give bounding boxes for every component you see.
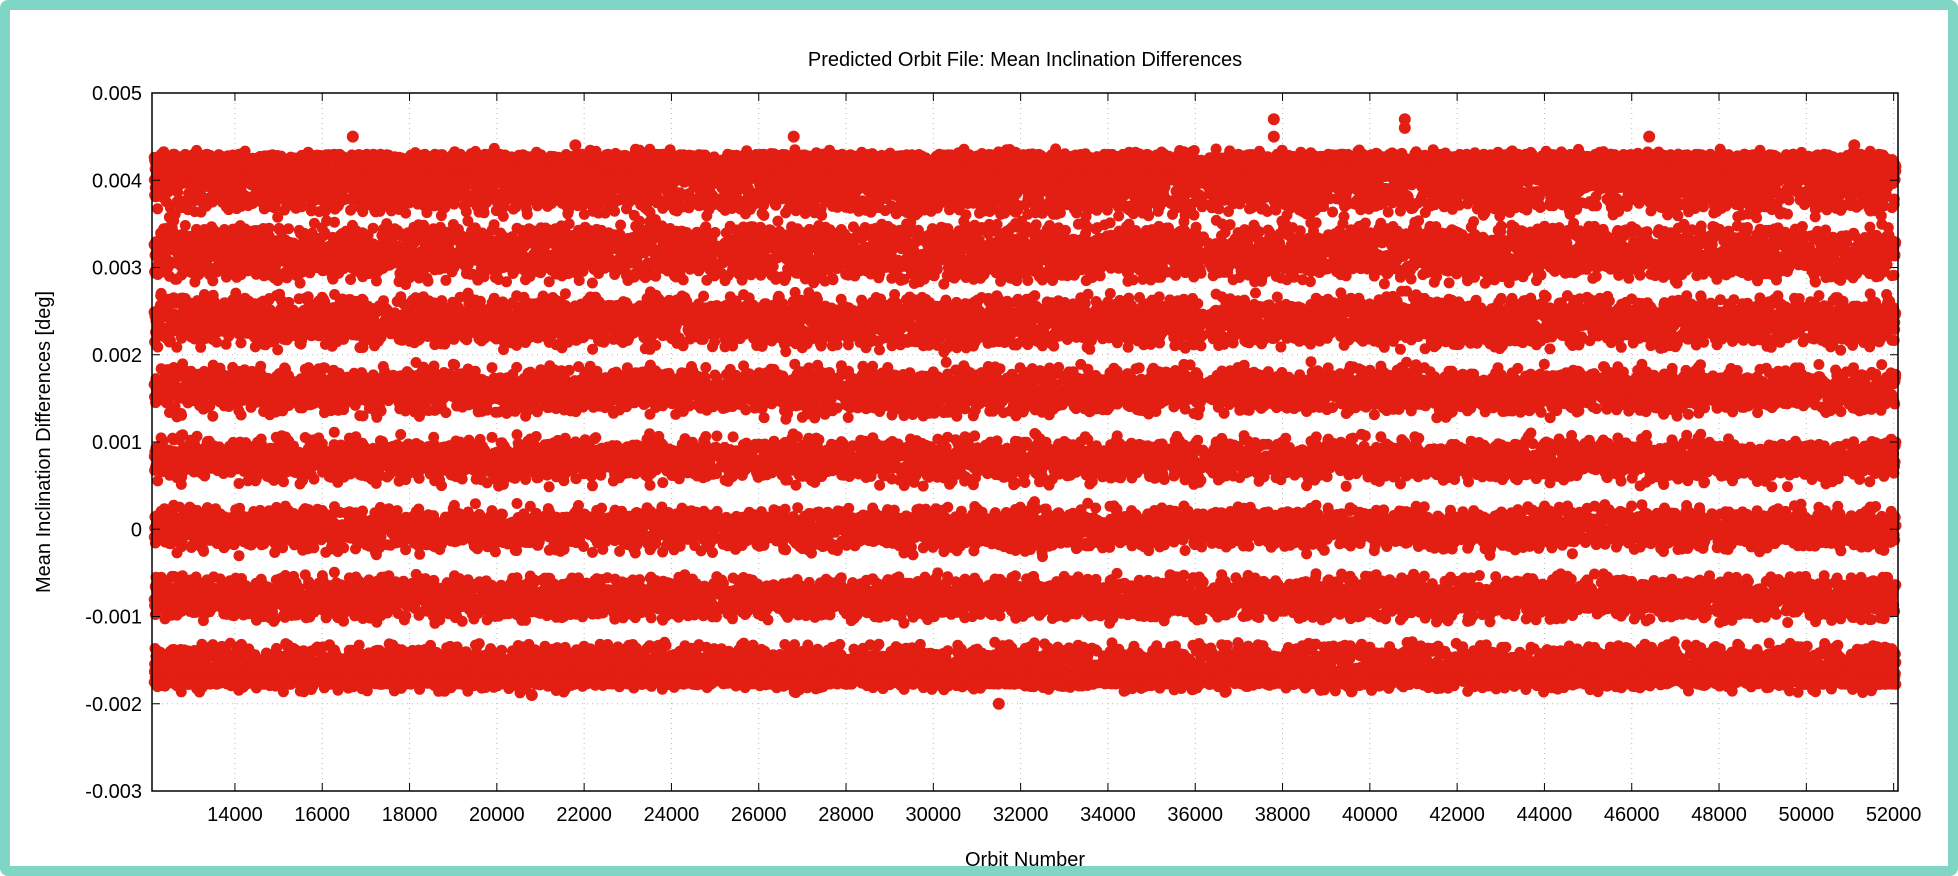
data-point	[236, 337, 247, 348]
data-point	[236, 410, 247, 421]
data-point	[176, 410, 187, 421]
data-points	[149, 113, 1902, 710]
data-point	[255, 361, 266, 372]
data-point	[207, 411, 218, 422]
data-point	[198, 546, 209, 557]
data-point	[234, 550, 245, 561]
data-point	[152, 203, 163, 214]
data-point	[192, 431, 203, 442]
data-point	[211, 337, 222, 348]
data-point	[180, 220, 191, 231]
chart-title: Predicted Orbit File: Mean Inclination D…	[808, 49, 1242, 71]
data-point	[152, 342, 163, 353]
